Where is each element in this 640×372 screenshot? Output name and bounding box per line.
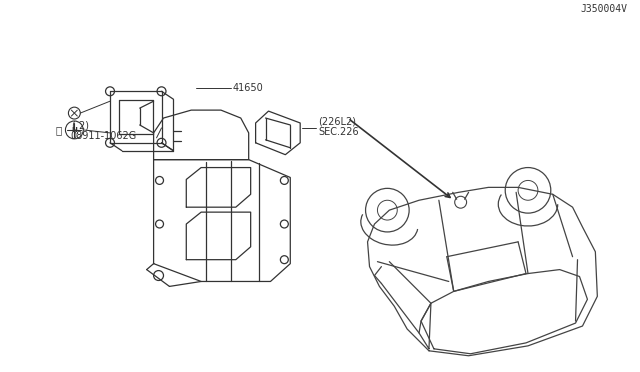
Text: ( 2): ( 2): [72, 121, 90, 131]
Text: SEC.226: SEC.226: [318, 127, 358, 137]
Text: 41650: 41650: [233, 83, 264, 93]
Text: J350004V: J350004V: [580, 4, 627, 14]
Text: 08911-1062G: 08911-1062G: [70, 131, 137, 141]
Text: N: N: [72, 127, 77, 133]
Text: Ⓝ: Ⓝ: [56, 125, 61, 135]
Text: (226L2): (226L2): [318, 117, 356, 127]
